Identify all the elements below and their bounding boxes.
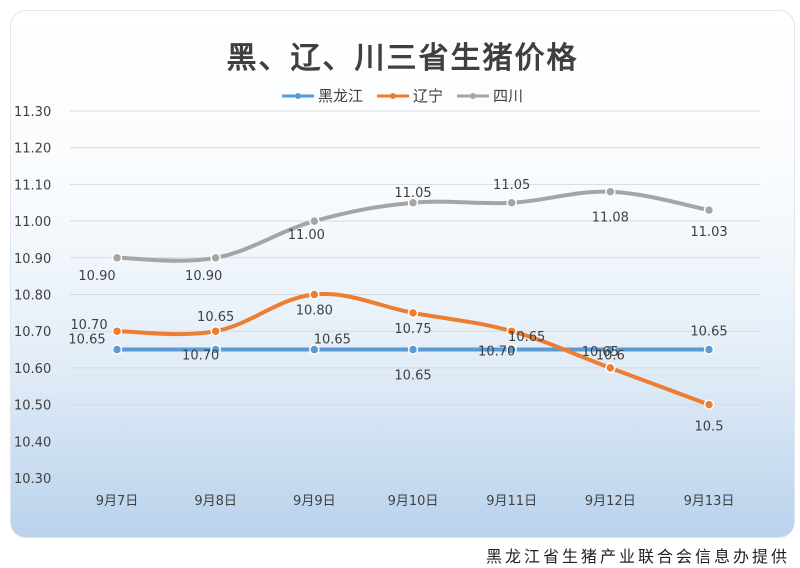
data-point xyxy=(111,325,123,337)
x-tick-label: 9月12日 xyxy=(585,494,636,509)
x-tick-label: 9月11日 xyxy=(486,494,537,509)
x-tick-label: 9月13日 xyxy=(684,494,735,509)
data-label: 10.75 xyxy=(394,322,431,337)
data-point xyxy=(210,325,221,337)
legend-marker-heilongjiang xyxy=(281,92,314,99)
data-point xyxy=(703,344,715,355)
data-point xyxy=(309,215,320,227)
y-tick-label: 10.70 xyxy=(14,325,51,340)
chart-title: 黑、辽、川三省生猪价格 xyxy=(226,41,579,76)
legend-item-heilongjiang: 黑龙江 xyxy=(281,85,363,106)
data-label: 10.65 xyxy=(690,325,727,340)
chart-legend: 黑龙江 辽宁 四川 xyxy=(11,85,794,106)
data-point xyxy=(407,197,419,208)
data-label: 10.70 xyxy=(182,349,219,364)
data-label: 10.80 xyxy=(296,304,333,319)
data-label: 10.70 xyxy=(478,345,515,360)
data-label: 11.08 xyxy=(592,211,629,226)
data-point xyxy=(210,252,221,264)
data-point xyxy=(703,399,715,410)
data-label: 11.03 xyxy=(690,225,727,240)
data-point xyxy=(506,325,517,337)
data-point xyxy=(605,362,616,374)
data-label: 10.65 xyxy=(197,310,234,325)
legend-item-sichuan: 四川 xyxy=(457,85,523,106)
y-tick-label: 10.90 xyxy=(14,252,51,267)
x-tick-label: 9月8日 xyxy=(194,494,237,509)
data-label: 10.90 xyxy=(78,269,115,284)
data-label: 11.05 xyxy=(394,186,431,201)
data-label: 11.05 xyxy=(493,178,530,193)
data-point xyxy=(210,344,221,355)
data-point xyxy=(605,344,616,355)
data-point xyxy=(506,344,517,355)
y-tick-label: 11.00 xyxy=(14,215,51,230)
x-tick-label: 9月9日 xyxy=(293,494,336,509)
legend-marker-liaoning xyxy=(376,92,409,99)
data-label: 10.6 xyxy=(596,349,625,364)
y-tick-label: 11.10 xyxy=(14,178,51,193)
data-label: 10.65 xyxy=(68,333,105,348)
y-tick-label: 10.40 xyxy=(14,435,51,450)
y-tick-label: 10.50 xyxy=(14,399,51,414)
data-point xyxy=(407,307,419,319)
data-label: 10.65 xyxy=(394,369,431,384)
data-label: 11.00 xyxy=(288,228,325,243)
y-tick-label: 10.80 xyxy=(14,289,51,304)
data-label: 10.70 xyxy=(70,318,107,333)
x-tick-label: 9月7日 xyxy=(96,494,139,509)
legend-label-heilongjiang: 黑龙江 xyxy=(317,87,363,105)
x-tick-label: 9月10日 xyxy=(388,494,439,509)
legend-label-sichuan: 四川 xyxy=(493,87,524,105)
y-tick-label: 10.30 xyxy=(14,472,51,487)
data-point xyxy=(407,344,419,355)
data-label: 10.65 xyxy=(314,333,351,348)
data-point xyxy=(506,197,517,208)
data-point xyxy=(605,186,616,197)
y-tick-label: 11.20 xyxy=(14,142,51,157)
y-tick-label: 10.60 xyxy=(14,362,51,377)
y-tick-label: 11.30 xyxy=(14,105,51,120)
data-label: 10.65 xyxy=(582,345,619,360)
data-point xyxy=(111,252,123,264)
data-point xyxy=(309,289,320,300)
data-label: 10.90 xyxy=(185,269,222,284)
data-label: 10.5 xyxy=(695,420,724,435)
legend-marker-sichuan xyxy=(457,92,489,99)
data-point xyxy=(111,344,123,355)
chart-card: 黑、辽、川三省生猪价格 黑龙江 辽宁 四川 xyxy=(10,10,795,538)
data-point xyxy=(703,204,715,216)
footer-credit: 黑龙江省生猪产业联合会信息办提供 xyxy=(485,547,790,566)
data-label: 10.65 xyxy=(508,330,545,345)
legend-item-liaoning: 辽宁 xyxy=(376,85,443,106)
data-point xyxy=(309,344,320,355)
legend-label-liaoning: 辽宁 xyxy=(412,87,443,105)
